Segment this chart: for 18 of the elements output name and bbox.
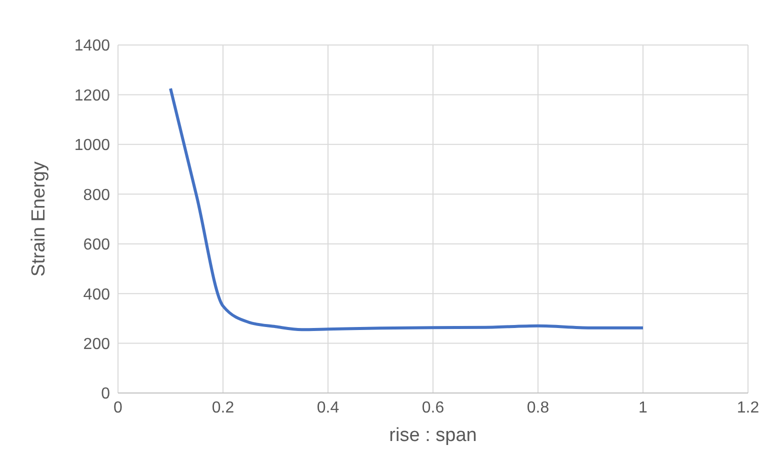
y-tick-label: 800 [83, 186, 110, 204]
x-axis-title: rise : span [389, 425, 477, 446]
x-tick-label: 0.4 [316, 399, 340, 416]
y-tick-label: 600 [83, 236, 110, 254]
x-tick-label: 0.6 [422, 399, 444, 416]
y-tick-label: 200 [83, 336, 110, 353]
y-axis-title: Strain Energy [28, 160, 50, 277]
line-series [169, 87, 644, 332]
y-tick-label: 400 [83, 286, 110, 304]
y-tick-label: 1400 [74, 38, 110, 55]
y-tick-label: 1200 [74, 87, 110, 104]
y-tick-label: 1000 [74, 137, 110, 154]
x-tick-label: 0 [114, 399, 123, 416]
y-tick-label: 0 [101, 386, 110, 403]
x-tick-label: 1 [638, 399, 648, 416]
x-tick-label: 1.2 [736, 399, 760, 416]
x-tick-label: 0.2 [212, 399, 234, 416]
x-tick-label: 0.8 [526, 399, 550, 416]
